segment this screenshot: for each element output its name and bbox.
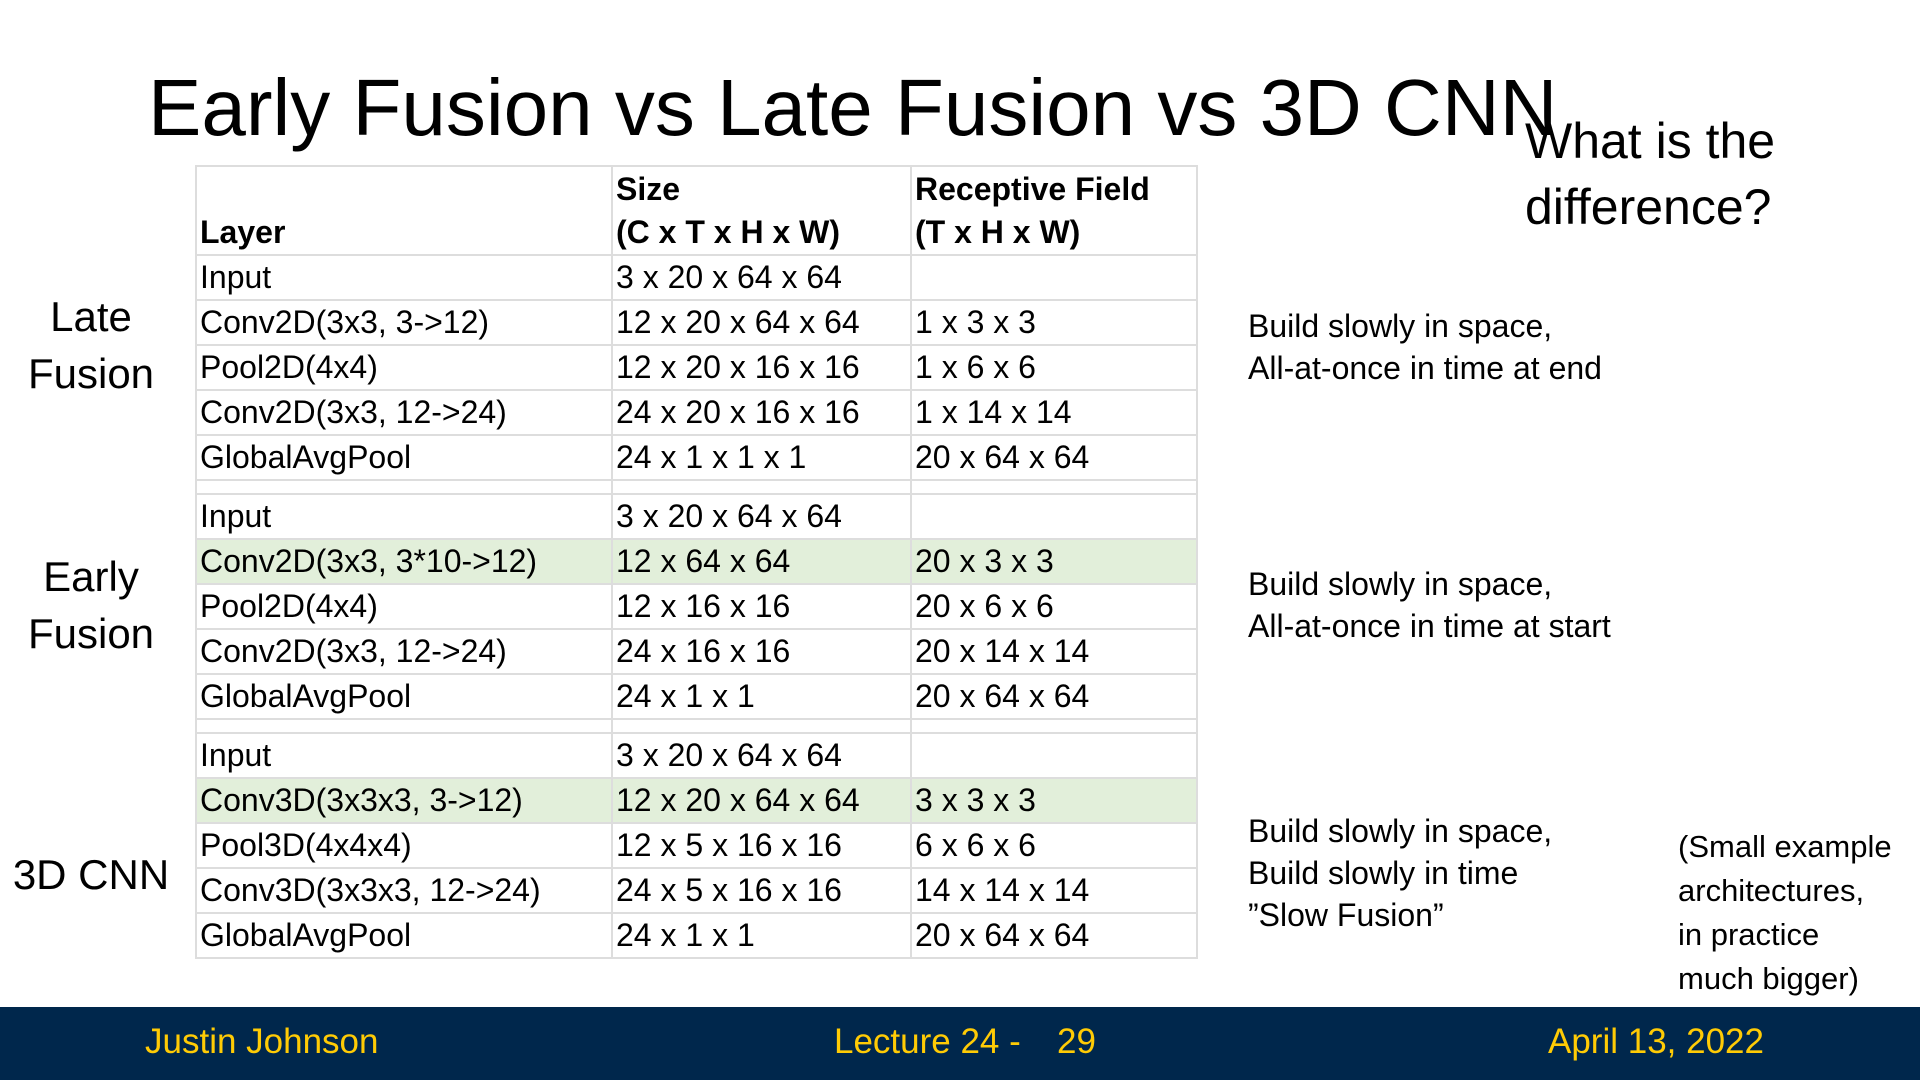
question-text: What is the difference?	[1525, 108, 1775, 240]
cell-layer: Pool2D(4x4)	[195, 583, 613, 630]
cell-layer: Conv3D(3x3x3, 3->12)	[195, 777, 613, 824]
side-note-line: in practice	[1678, 917, 1820, 952]
side-note-line: architectures,	[1678, 873, 1865, 908]
footer-lecture: Lecture 24 -	[834, 1022, 1021, 1061]
table-row: Pool2D(4x4) 12 x 16 x 16 20 x 6 x 6	[195, 583, 1198, 630]
cell-size: 12 x 5 x 16 x 16	[611, 822, 912, 869]
table-row: GlobalAvgPool 24 x 1 x 1 x 1 20 x 64 x 64	[195, 434, 1198, 481]
cell-size: 24 x 5 x 16 x 16	[611, 867, 912, 914]
cell-layer: Input	[195, 493, 613, 540]
cell-size: 12 x 16 x 16	[611, 583, 912, 630]
group-label-3d-cnn: 3D CNN	[0, 846, 182, 903]
cell-size: 24 x 1 x 1	[611, 912, 912, 959]
cell-layer: Conv2D(3x3, 12->24)	[195, 389, 613, 436]
note-line: Build slowly in time	[1248, 855, 1519, 891]
cell-receptive-field: 1 x 6 x 6	[910, 344, 1198, 391]
cell-size: 3 x 20 x 64 x 64	[611, 493, 912, 540]
slide-title: Early Fusion vs Late Fusion vs 3D CNN	[148, 63, 1558, 152]
cell-receptive-field: 1 x 3 x 3	[910, 299, 1198, 346]
group-label-line: Early	[43, 553, 139, 600]
cell-size: 24 x 1 x 1 x 1	[611, 434, 912, 481]
side-note-line: much bigger)	[1678, 961, 1859, 996]
group-label-line: Fusion	[27, 350, 155, 397]
table-row: Input 3 x 20 x 64 x 64	[195, 732, 1198, 779]
cell-size: 24 x 1 x 1	[611, 673, 912, 720]
side-note-line: (Small example	[1678, 829, 1892, 864]
layer-table: Layer Size (C x T x H x W) Receptive Fiel…	[195, 165, 1198, 959]
cell-layer: Conv2D(3x3, 12->24)	[195, 628, 613, 675]
note-line: All-at-once in time at end	[1248, 350, 1602, 386]
cell-size: 12 x 20 x 16 x 16	[611, 344, 912, 391]
table-row: Pool3D(4x4x4) 12 x 5 x 16 x 16 6 x 6 x 6	[195, 822, 1198, 869]
cell-size: 12 x 20 x 64 x 64	[611, 777, 912, 824]
footer-date: April 13, 2022	[1548, 1022, 1764, 1061]
cell-receptive-field: 6 x 6 x 6	[910, 822, 1198, 869]
cell-layer: Input	[195, 254, 613, 301]
cell-receptive-field: 20 x 14 x 14	[910, 628, 1198, 675]
question-line: What is the	[1525, 113, 1776, 169]
table-header-row: Layer Size (C x T x H x W) Receptive Fiel…	[195, 165, 1198, 256]
cell-receptive-field: 20 x 64 x 64	[910, 434, 1198, 481]
note-line: ”Slow Fusion”	[1248, 897, 1444, 933]
cell-receptive-field	[910, 493, 1198, 540]
cell-layer: Pool2D(4x4)	[195, 344, 613, 391]
cell-receptive-field	[910, 254, 1198, 301]
footer-author: Justin Johnson	[145, 1022, 379, 1061]
table-row-highlighted: Conv2D(3x3, 3*10->12) 12 x 64 x 64 20 x 3 …	[195, 538, 1198, 585]
table-row: Input 3 x 20 x 64 x 64	[195, 254, 1198, 301]
note-early-fusion: Build slowly in space, All-at-once in ti…	[1248, 563, 1611, 647]
note-line: All-at-once in time at start	[1248, 608, 1611, 644]
side-note: (Small example architectures, in practic…	[1678, 825, 1892, 1001]
note-line: Build slowly in space,	[1248, 308, 1553, 344]
header-receptive-field: Receptive Field (T x H x W)	[910, 165, 1198, 256]
table-row: Conv2D(3x3, 12->24) 24 x 20 x 16 x 16 1 x …	[195, 389, 1198, 436]
table-row-highlighted: Conv3D(3x3x3, 3->12) 12 x 20 x 64 x 64 3 x…	[195, 777, 1198, 824]
cell-receptive-field	[910, 732, 1198, 779]
question-line: difference?	[1525, 179, 1772, 235]
group-spacer-row	[195, 479, 1198, 495]
group-label-line: 3D CNN	[12, 851, 170, 898]
cell-receptive-field: 20 x 64 x 64	[910, 912, 1198, 959]
table-row: Pool2D(4x4) 12 x 20 x 16 x 16 1 x 6 x 6	[195, 344, 1198, 391]
table-row: GlobalAvgPool 24 x 1 x 1 20 x 64 x 64	[195, 673, 1198, 720]
cell-layer: GlobalAvgPool	[195, 434, 613, 481]
cell-layer: Pool3D(4x4x4)	[195, 822, 613, 869]
table-row: Input 3 x 20 x 64 x 64	[195, 493, 1198, 540]
group-spacer-row	[195, 718, 1198, 734]
note-late-fusion: Build slowly in space, All-at-once in ti…	[1248, 305, 1602, 389]
group-label-late-fusion: Late Fusion	[0, 288, 182, 402]
note-3d-cnn: Build slowly in space, Build slowly in t…	[1248, 810, 1552, 936]
group-label-line: Late	[50, 293, 132, 340]
footer-bar: Justin Johnson Lecture 24 - 29 April 13,…	[0, 1007, 1920, 1080]
note-line: Build slowly in space,	[1248, 813, 1553, 849]
cell-layer: Conv3D(3x3x3, 12->24)	[195, 867, 613, 914]
cell-receptive-field: 20 x 64 x 64	[910, 673, 1198, 720]
cell-size: 3 x 20 x 64 x 64	[611, 732, 912, 779]
cell-size: 24 x 16 x 16	[611, 628, 912, 675]
cell-receptive-field: 20 x 3 x 3	[910, 538, 1198, 585]
table-row: Conv2D(3x3, 3->12) 12 x 20 x 64 x 64 1 x 3…	[195, 299, 1198, 346]
cell-receptive-field: 1 x 14 x 14	[910, 389, 1198, 436]
cell-size: 3 x 20 x 64 x 64	[611, 254, 912, 301]
footer-page-number: 29	[1057, 1022, 1096, 1061]
cell-layer: Conv2D(3x3, 3->12)	[195, 299, 613, 346]
cell-size: 12 x 64 x 64	[611, 538, 912, 585]
header-size: Size (C x T x H x W)	[611, 165, 912, 256]
cell-receptive-field: 20 x 6 x 6	[910, 583, 1198, 630]
header-layer: Layer	[195, 165, 613, 256]
cell-size: 24 x 20 x 16 x 16	[611, 389, 912, 436]
cell-layer: GlobalAvgPool	[195, 673, 613, 720]
cell-size: 12 x 20 x 64 x 64	[611, 299, 912, 346]
table-row: Conv2D(3x3, 12->24) 24 x 16 x 16 20 x 14 x…	[195, 628, 1198, 675]
group-label-line: Fusion	[27, 610, 155, 657]
cell-receptive-field: 3 x 3 x 3	[910, 777, 1198, 824]
note-line: Build slowly in space,	[1248, 566, 1553, 602]
cell-layer: Input	[195, 732, 613, 779]
cell-receptive-field: 14 x 14 x 14	[910, 867, 1198, 914]
group-label-early-fusion: Early Fusion	[0, 548, 182, 662]
table-row: Conv3D(3x3x3, 12->24) 24 x 5 x 16 x 16 14 …	[195, 867, 1198, 914]
cell-layer: GlobalAvgPool	[195, 912, 613, 959]
table-row: GlobalAvgPool 24 x 1 x 1 20 x 64 x 64	[195, 912, 1198, 959]
cell-layer: Conv2D(3x3, 3*10->12)	[195, 538, 613, 585]
